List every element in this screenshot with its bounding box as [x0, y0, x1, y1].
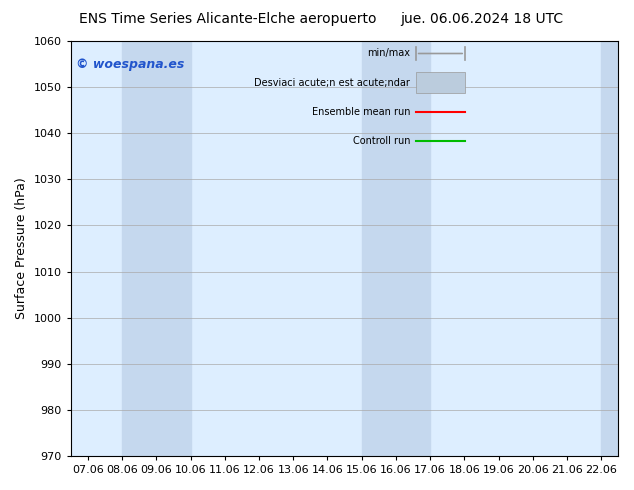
- Y-axis label: Surface Pressure (hPa): Surface Pressure (hPa): [15, 178, 28, 319]
- Bar: [122, 41, 191, 456]
- Text: Ensemble mean run: Ensemble mean run: [312, 107, 410, 117]
- Text: min/max: min/max: [367, 49, 410, 58]
- Bar: [361, 41, 430, 456]
- Text: Controll run: Controll run: [353, 136, 410, 146]
- Text: jue. 06.06.2024 18 UTC: jue. 06.06.2024 18 UTC: [400, 12, 564, 26]
- Bar: [601, 41, 618, 456]
- Text: Desviaci acute;n est acute;ndar: Desviaci acute;n est acute;ndar: [254, 77, 410, 88]
- FancyBboxPatch shape: [416, 72, 465, 93]
- Text: ENS Time Series Alicante-Elche aeropuerto: ENS Time Series Alicante-Elche aeropuert…: [79, 12, 377, 26]
- Text: © woespana.es: © woespana.es: [76, 58, 184, 71]
